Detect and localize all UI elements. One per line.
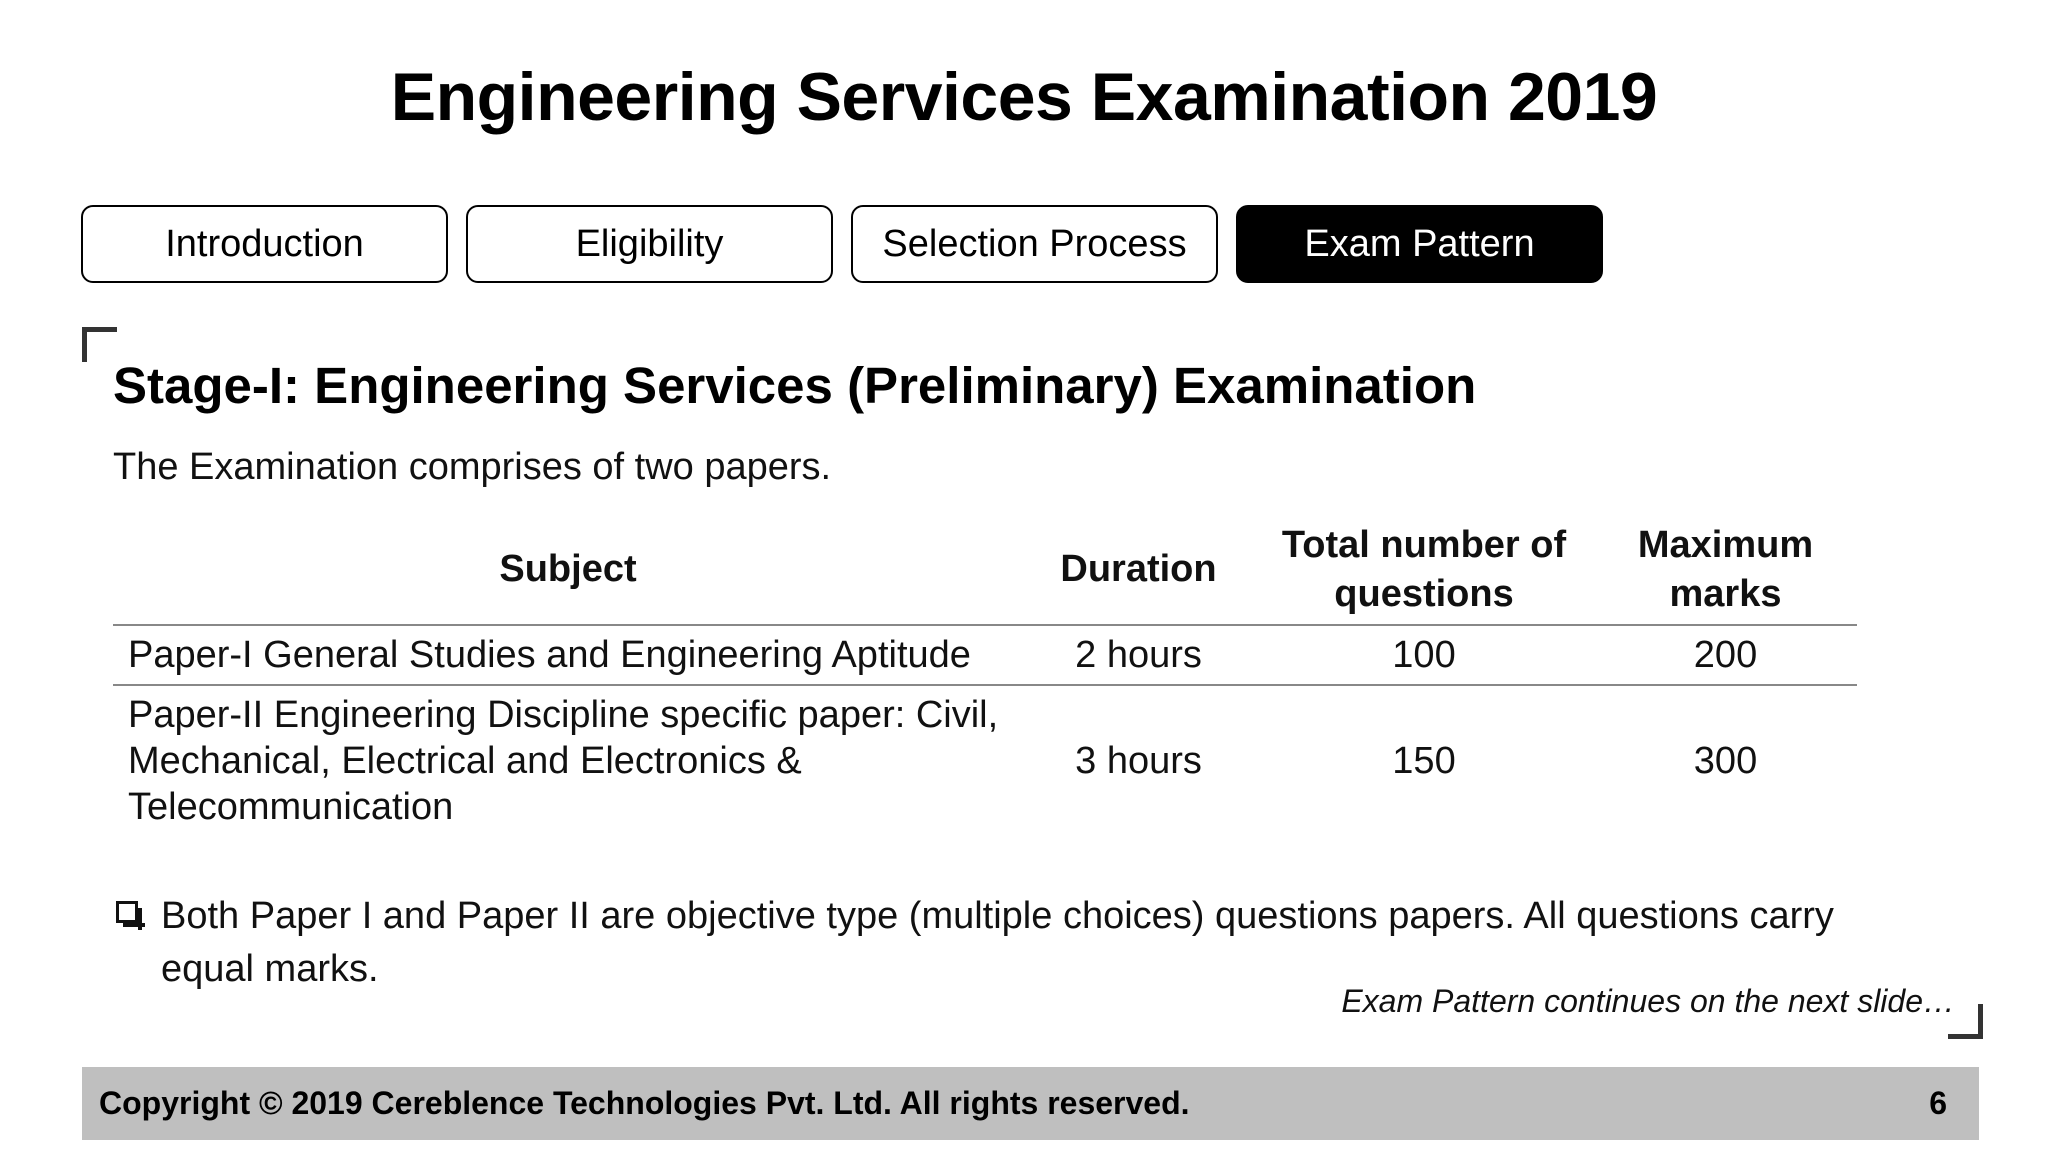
cell-questions: 100 <box>1254 625 1594 687</box>
cell-duration: 3 hours <box>1075 740 1202 783</box>
exam-pattern-table: Subject Duration Total number of questio… <box>113 515 1857 836</box>
bullet-point: Both Paper I and Paper II are objective … <box>113 890 1873 996</box>
cell-questions: 150 <box>1392 740 1456 783</box>
slide-title: Engineering Services Examination 2019 <box>390 59 1658 135</box>
section-intro: The Examination comprises of two papers. <box>113 446 832 488</box>
tab-eligibility[interactable]: Eligibility <box>466 205 833 283</box>
footer-bar: Copyright © 2019 Cereblence Technologies… <box>82 1067 1979 1140</box>
section-heading: Stage-I: Engineering Services (Prelimina… <box>113 357 1477 414</box>
tab-selection-process[interactable]: Selection Process <box>851 205 1218 283</box>
corner-bracket-bottom-right <box>1948 1004 1983 1039</box>
corner-bracket-top-left <box>82 327 117 362</box>
column-header-duration: Duration <box>1023 515 1254 627</box>
checkbox-bullet-icon <box>116 901 145 930</box>
continuation-note: Exam Pattern continues on the next slide… <box>1341 983 1955 1019</box>
bullet-text: Both Paper I and Paper II are objective … <box>161 895 1834 990</box>
page-number: 6 <box>1929 1085 1947 1121</box>
column-header-subject: Subject <box>113 515 1023 627</box>
cell-marks: 300 <box>1693 740 1758 783</box>
cell-duration: 2 hours <box>1023 625 1254 687</box>
table-header-row: Subject Duration Total number of questio… <box>113 515 1857 627</box>
tab-exam-pattern[interactable]: Exam Pattern <box>1236 205 1603 283</box>
column-header-questions: Total number of questions <box>1254 515 1594 627</box>
tab-introduction[interactable]: Introduction <box>81 205 448 283</box>
cell-subject: Paper-I General Studies and Engineering … <box>113 625 1023 687</box>
table-row: Paper-I General Studies and Engineering … <box>113 625 1857 687</box>
table-row: Paper-II Engineering Discipline specific… <box>113 685 1857 836</box>
cell-marks: 200 <box>1594 625 1857 687</box>
cell-subject: Paper-II Engineering Discipline specific… <box>128 694 999 829</box>
copyright-text: Copyright © 2019 Cereblence Technologies… <box>99 1085 1190 1121</box>
column-header-marks: Maximum marks <box>1594 515 1857 627</box>
